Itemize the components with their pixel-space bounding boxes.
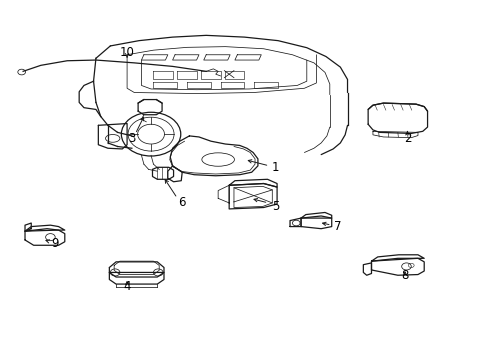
Text: 4: 4 — [123, 280, 131, 293]
Text: 9: 9 — [51, 237, 59, 250]
Text: 5: 5 — [271, 200, 279, 213]
Text: 6: 6 — [178, 197, 185, 210]
Text: 8: 8 — [401, 270, 408, 283]
Text: 10: 10 — [120, 46, 134, 59]
Text: 2: 2 — [403, 132, 410, 145]
Text: 3: 3 — [128, 132, 135, 145]
Text: 7: 7 — [333, 220, 341, 233]
Text: 1: 1 — [271, 161, 279, 174]
